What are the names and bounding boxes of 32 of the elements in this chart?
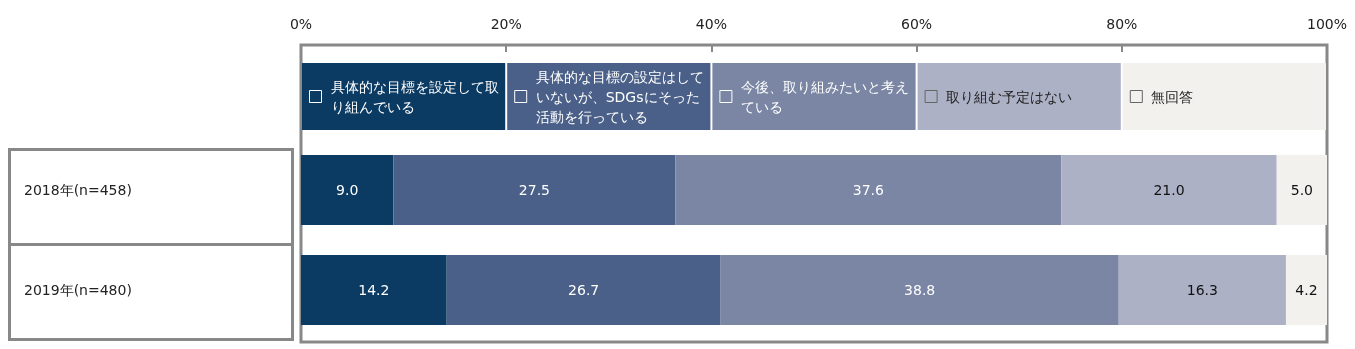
bar: [720, 255, 1119, 325]
bar: [675, 155, 1062, 225]
x-tick-label: 0%: [289, 16, 313, 32]
bar: [301, 155, 394, 225]
x-tick-label: 40%: [695, 16, 727, 32]
bar: [393, 155, 676, 225]
bar: [301, 255, 447, 325]
legend-label: 今後、取り組みたいと考えている: [740, 78, 909, 115]
data-label: 16.3: [1186, 282, 1218, 298]
data-label: 14.2: [358, 282, 390, 298]
bar: [1118, 255, 1286, 325]
data-label: 38.8: [904, 282, 936, 298]
data-label: 37.6: [852, 182, 885, 198]
legend-label: 具体的な目標を設定して取り組んでいる: [330, 78, 499, 115]
data-label: 9.0: [336, 182, 359, 198]
y-tick-label: 2019年(n=480): [24, 282, 132, 298]
data-label: 26.7: [568, 282, 600, 298]
data-label: 27.5: [518, 182, 550, 198]
x-tick-label: 60%: [901, 16, 933, 32]
bar: [1061, 155, 1277, 225]
data-label: 21.0: [1153, 182, 1185, 198]
legend-label: 具体的な目標の設定はしていないが、SDGsにそった活動を行っている: [535, 68, 704, 125]
x-tick-label: 20%: [490, 16, 522, 32]
legend-label: 無回答: [1151, 88, 1194, 105]
bar: [446, 255, 721, 325]
legend-label: 取り組む予定はない: [946, 88, 1073, 105]
x-tick-label: 80%: [1106, 16, 1138, 32]
data-label: 4.2: [1295, 282, 1318, 298]
data-label: 5.0: [1290, 182, 1313, 198]
x-tick-label: 100%: [1306, 16, 1348, 32]
bar: [1276, 155, 1327, 225]
y-tick-label: 2018年(n=458): [24, 182, 132, 198]
